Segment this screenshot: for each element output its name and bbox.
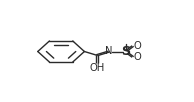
Text: N: N — [105, 46, 113, 56]
Text: O: O — [134, 52, 142, 62]
Text: S: S — [121, 45, 130, 58]
Text: OH: OH — [89, 63, 105, 73]
Text: O: O — [134, 41, 142, 51]
